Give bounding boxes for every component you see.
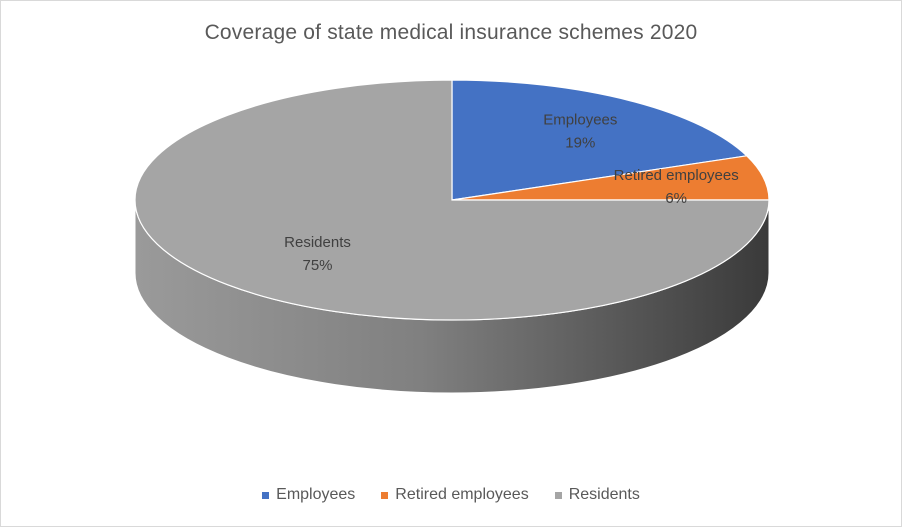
- legend-swatch: [381, 491, 389, 499]
- pie-chart: Employees 19% Retired employees 6% Residents…: [134, 79, 770, 394]
- pie-slice-retired-employees: [451, 155, 770, 201]
- legend-swatch: [262, 491, 270, 499]
- legend-swatch: [554, 491, 562, 499]
- pie-labels: Employees 19% Retired employees 6% Residents…: [284, 112, 739, 274]
- slice-label-residents: Residents: [284, 234, 351, 251]
- chart-title: Coverage of state medical insurance sche…: [204, 21, 698, 44]
- legend-label: Retired employees: [395, 486, 529, 503]
- legend-item-employees: Employees: [262, 486, 355, 504]
- pie-slice-employees: [451, 79, 749, 201]
- legend-item-retired-employees: Retired employees: [381, 486, 529, 504]
- legend-label: Residents: [568, 486, 640, 503]
- slice-value-residents: 75%: [302, 257, 332, 274]
- slice-label-retired-employees: Retired employees: [614, 167, 739, 184]
- legend-item-residents: Residents: [554, 486, 640, 504]
- legend: Employees Retired employees Residents: [1, 486, 901, 504]
- pie-slice-residents: [134, 79, 770, 321]
- legend-label: Employees: [276, 486, 356, 503]
- slice-label-employees: Employees: [543, 112, 617, 129]
- pie-top: [134, 79, 770, 321]
- slice-value-employees: 19%: [565, 135, 595, 152]
- slice-value-retired-employees: 6%: [665, 190, 687, 207]
